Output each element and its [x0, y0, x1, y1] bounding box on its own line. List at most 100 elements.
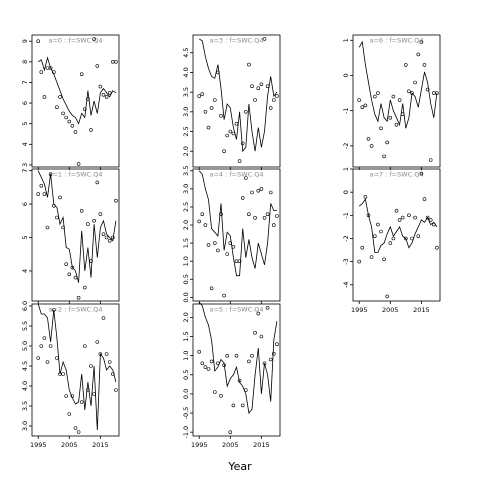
data-point — [228, 430, 233, 435]
data-point — [397, 98, 402, 102]
panel-title: a=4 : f=SWC.Q4 — [209, 171, 263, 179]
data-point — [51, 70, 56, 74]
fitted-line — [198, 170, 277, 277]
data-point — [79, 72, 84, 76]
x-tick-label: 2015 — [253, 441, 270, 449]
data-point — [111, 59, 115, 64]
panel-5: a=7 : f=SWC.Q4 -4 -3 -2 -1 0 1 1995 2005 2015 — [342, 167, 441, 314]
data-point — [83, 344, 87, 348]
y-tick-label: -0.5 — [182, 407, 190, 420]
data-point — [271, 223, 276, 227]
data-point — [114, 388, 118, 392]
data-point — [101, 316, 106, 320]
data-point — [400, 215, 405, 220]
data-point — [86, 388, 90, 392]
data-point — [73, 426, 78, 430]
y-tick-label: 5 — [21, 235, 29, 239]
data-point — [416, 52, 421, 57]
x-tick-label: 2005 — [382, 306, 399, 314]
data-point — [89, 364, 93, 368]
data-point — [435, 245, 439, 250]
data-point — [36, 192, 41, 196]
data-point — [268, 357, 273, 362]
data-point — [219, 114, 223, 118]
data-point — [360, 245, 365, 250]
y-tick-label: 1.0 — [182, 350, 190, 360]
data-point — [268, 190, 273, 195]
data-point — [416, 234, 421, 238]
data-point — [48, 172, 53, 176]
y-tick-label: 6 — [21, 101, 29, 105]
data-point — [45, 66, 50, 70]
data-point — [265, 305, 270, 310]
data-point — [247, 62, 251, 67]
panel-frame — [352, 34, 441, 168]
data-point — [385, 140, 390, 145]
panel-1: a=3 : f=SWC.Q4 2.0 2.5 3.0 3.5 4.0 4.5 — [182, 34, 281, 170]
data-point — [76, 162, 81, 166]
panel-frame — [31, 34, 120, 168]
panel-frame — [352, 168, 441, 302]
data-point — [247, 212, 251, 216]
x-tick-label: 1995 — [30, 441, 47, 449]
data-point — [200, 212, 205, 216]
panel-title: a=6 : f=SWC.Q4 — [369, 37, 423, 45]
y-tick-label: 6.0 — [21, 301, 29, 311]
panel-6: a=2 : f=SWC.Q4 3.0 3.5 4.0 4.5 5.0 5.5 6.0 1995 2… — [21, 301, 120, 449]
data-point — [419, 40, 424, 44]
data-point — [197, 349, 201, 354]
data-point — [61, 225, 65, 230]
data-point — [219, 212, 223, 216]
data-point — [206, 125, 211, 130]
data-point — [237, 259, 242, 264]
data-point — [376, 91, 380, 95]
data-point — [45, 225, 50, 230]
data-point — [55, 215, 59, 220]
data-point — [61, 111, 65, 116]
panel-7: a=5 : f=SWC.Q4 -1.0 -0.5 0.0 0.5 1.0 1.5 2.0 199… — [182, 301, 281, 449]
y-tick-label: 3.5 — [182, 166, 190, 176]
data-point — [240, 196, 245, 200]
data-point — [114, 59, 118, 64]
data-point — [95, 180, 100, 185]
data-point — [86, 222, 90, 226]
y-tick-label: 7 — [21, 80, 29, 84]
fitted-line — [358, 40, 438, 129]
fitted-line — [198, 38, 278, 153]
data-point — [104, 352, 109, 356]
data-point — [222, 149, 226, 153]
data-point — [407, 213, 411, 218]
data-point — [64, 115, 68, 120]
data-point — [55, 356, 59, 360]
y-tick-label: -1.0 — [182, 426, 190, 439]
y-tick-label: 2.0 — [182, 146, 190, 156]
data-point — [369, 255, 374, 259]
data-point — [206, 367, 211, 371]
y-tick-label: 5 — [21, 122, 29, 126]
panel-frame — [31, 168, 120, 302]
data-point — [216, 70, 220, 75]
data-point — [428, 218, 433, 222]
data-point — [76, 295, 81, 300]
y-tick-label: 7 — [21, 169, 29, 173]
y-tick-label: -4 — [342, 282, 350, 288]
data-point — [111, 372, 115, 376]
data-point — [39, 70, 44, 74]
panel-title: a=3 : f=SWC.Q4 — [209, 37, 263, 45]
data-point — [101, 232, 106, 236]
data-point — [275, 342, 279, 347]
data-point — [73, 130, 78, 134]
panel-title: a=0 : f=SWC.Q4 — [48, 37, 102, 45]
data-point — [271, 351, 276, 356]
data-point — [372, 234, 377, 238]
y-tick-label: 2.5 — [182, 126, 190, 136]
data-point — [64, 394, 68, 398]
data-point — [206, 243, 211, 247]
data-point — [419, 171, 424, 176]
panel-3: a=1 : f=SWC.Q4 4 5 6 7 — [21, 168, 120, 304]
data-point — [366, 137, 371, 141]
data-point — [101, 93, 106, 97]
y-tick-label: 4.5 — [21, 361, 29, 371]
data-point — [225, 353, 229, 358]
data-point — [58, 95, 62, 99]
